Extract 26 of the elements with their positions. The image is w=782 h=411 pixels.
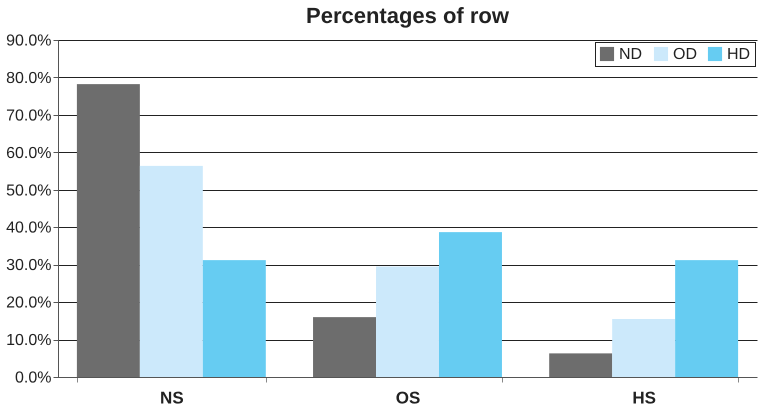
bar (76, 84, 140, 377)
legend-label: OD (673, 46, 697, 63)
y-tick-label: 80.0% (6, 70, 52, 87)
bar (438, 232, 502, 377)
y-tick-label: 0.0% (15, 370, 52, 386)
y-tick-label: 10.0% (6, 332, 52, 350)
y-tick-label: 60.0% (6, 144, 52, 162)
x-tick-label: HS (632, 388, 656, 408)
y-tick-label: 20.0% (6, 294, 52, 312)
x-tick-label: OS (396, 388, 420, 408)
y-tick-label: 70.0% (6, 107, 52, 124)
bar (612, 318, 676, 377)
bar (313, 317, 376, 377)
chart-title: Percentages of row (306, 3, 510, 28)
legend-label: HD (727, 46, 750, 63)
y-tick-label: 30.0% (6, 257, 52, 274)
bar (549, 353, 612, 377)
bar (376, 266, 439, 377)
y-tick-label: 40.0% (6, 220, 52, 237)
bar (675, 260, 738, 377)
bar (202, 260, 266, 377)
y-tick-label: 50.0% (6, 182, 52, 200)
x-tick-label: NS (160, 388, 184, 408)
bar (140, 166, 203, 377)
legend-label: ND (619, 46, 642, 63)
y-tick-label: 90.0% (6, 32, 52, 50)
